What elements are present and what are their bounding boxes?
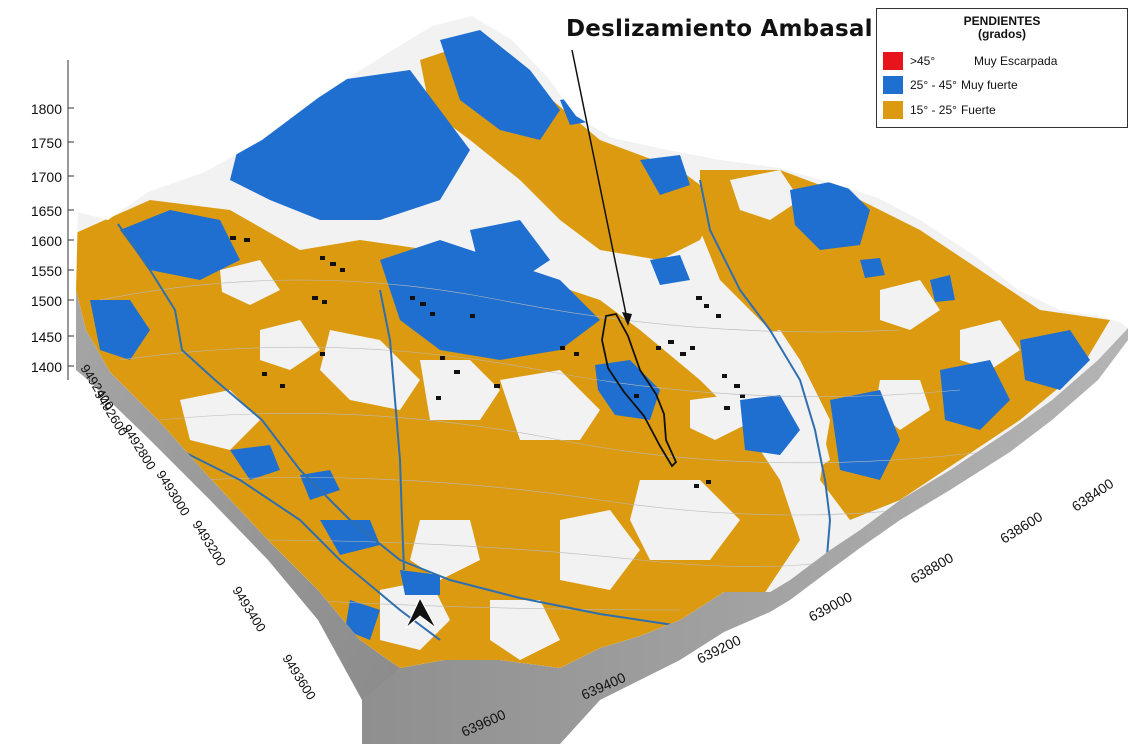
legend-swatch-orange	[883, 101, 903, 119]
callout-line	[571, 49, 629, 325]
legend-subtitle: (grados)	[978, 27, 1026, 41]
easting-tick-638400: 638400	[1069, 475, 1117, 515]
legend-swatch-blue	[883, 76, 903, 94]
legend: PENDIENTES (grados) >45° Muy Escarpada 2…	[876, 8, 1128, 128]
elev-tick-1750: 1750	[31, 135, 62, 151]
northing-tick-9493400: 9493400	[229, 584, 269, 635]
elev-tick-1650: 1650	[31, 203, 62, 219]
slope-zone-fuerte	[76, 40, 1110, 668]
elev-tick-1600: 1600	[31, 233, 62, 249]
legend-title: PENDIENTES	[963, 14, 1041, 28]
legend-range: 25° - 45°	[910, 78, 957, 92]
elev-tick-1550: 1550	[31, 263, 62, 279]
legend-label: Fuerte	[960, 103, 996, 117]
elevation-axis: 1800 1750 1700 1650 1600 1550 1500 1450 …	[31, 60, 74, 380]
elev-tick-1450: 1450	[31, 329, 62, 345]
legend-item-muy-fuerte: 25° - 45° Muy fuerte	[883, 75, 1018, 95]
easting-tick-638800: 638800	[908, 549, 957, 586]
legend-item-fuerte: 15° - 25° Fuerte	[883, 100, 996, 120]
northing-tick-9493200: 9493200	[189, 518, 229, 569]
legend-swatch-red	[883, 52, 903, 70]
elev-tick-1800: 1800	[31, 101, 62, 117]
legend-range: 15° - 25°	[910, 103, 957, 117]
elev-tick-1400: 1400	[31, 359, 62, 375]
legend-item-muy-escarpada: >45° Muy Escarpada	[883, 51, 1057, 71]
legend-label: Muy fuerte	[960, 78, 1018, 92]
callout-arrowhead	[622, 312, 632, 326]
building-cluster	[230, 236, 745, 488]
left-side-wall	[76, 212, 400, 740]
landslide-outline	[601, 312, 678, 468]
contour-lines	[99, 279, 1001, 611]
legend-label: Muy Escarpada	[974, 54, 1058, 68]
legend-range: >45°	[910, 54, 936, 68]
map-title: Deslizamiento Ambasal	[566, 16, 873, 42]
elev-tick-1500: 1500	[31, 293, 62, 309]
terrain-surface	[76, 16, 1128, 668]
easting-tick-639000: 639000	[806, 588, 855, 624]
elev-tick-1700: 1700	[31, 169, 62, 185]
front-side-wall	[362, 328, 1128, 744]
easting-tick-638600: 638600	[997, 508, 1045, 546]
north-arrow-icon	[405, 596, 437, 629]
northing-tick-9493600: 9493600	[279, 652, 319, 703]
